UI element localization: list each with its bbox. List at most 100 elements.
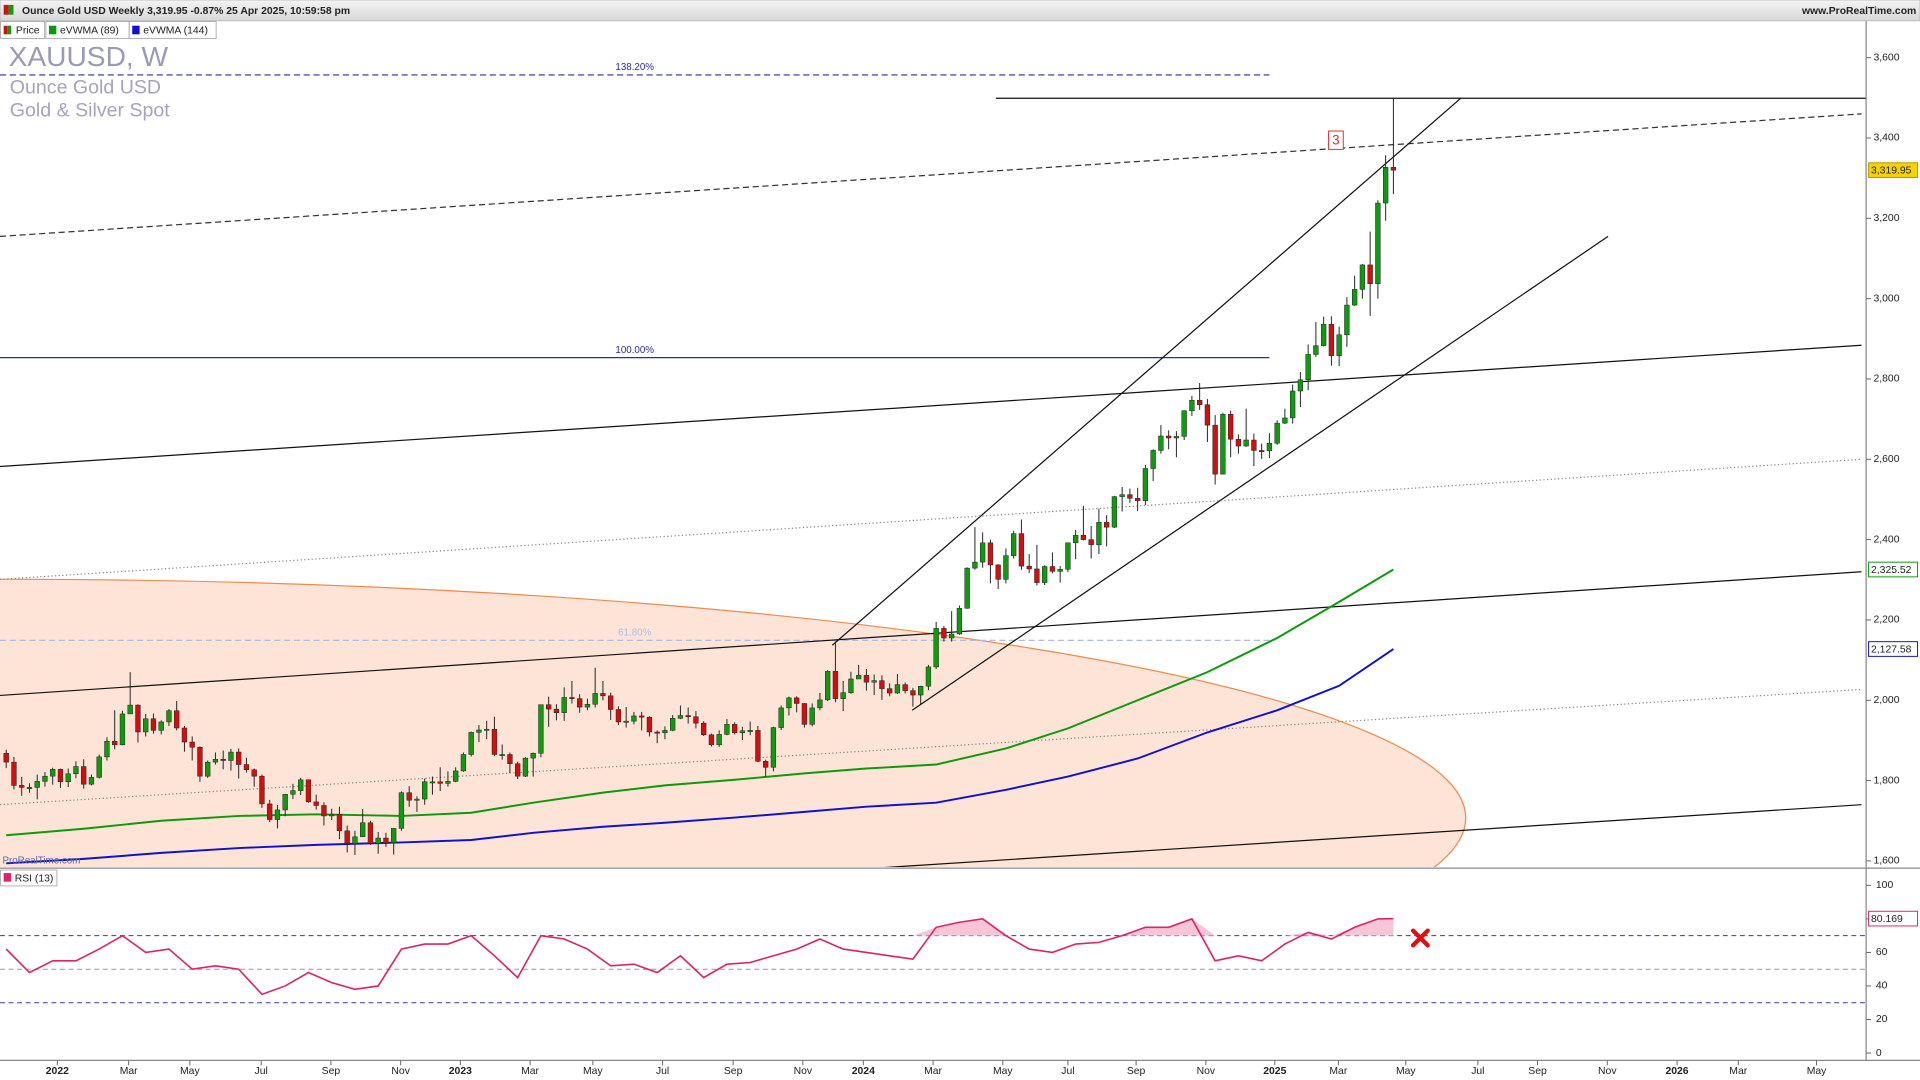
candle-body: [1320, 324, 1327, 346]
header-icon: [3, 4, 9, 15]
y-tick-label: 0: [1876, 1048, 1882, 1059]
candle-body: [26, 787, 33, 789]
candle-body: [243, 764, 250, 770]
candle-body: [1344, 304, 1350, 336]
candle-body: [65, 773, 71, 783]
candle-body: [429, 781, 436, 784]
x-tick-label: Nov: [1598, 1066, 1617, 1077]
x-tick-label: May: [583, 1066, 603, 1077]
y-tick-label: 3,000: [1873, 293, 1899, 304]
candle-body: [732, 724, 738, 734]
candle-body: [631, 715, 637, 722]
candle-body: [1104, 522, 1110, 528]
annotation-label: 3: [1332, 132, 1339, 147]
candle-body: [1235, 438, 1242, 447]
legend-swatch: [132, 25, 140, 35]
candle-body: [701, 722, 707, 736]
candle-body: [879, 680, 885, 689]
candle-body: [1274, 422, 1280, 444]
y-tick-label: 3,400: [1873, 133, 1899, 144]
series-line: [6, 648, 1394, 865]
candle-body: [81, 766, 87, 785]
candle-body: [809, 707, 815, 725]
candle-body: [1212, 424, 1218, 475]
x-tick-label: Jul: [1471, 1066, 1484, 1077]
candle-body: [50, 769, 56, 777]
candle-body: [1073, 534, 1079, 544]
legend-label: eVWMA (89): [60, 25, 119, 36]
header-icon: [8, 4, 14, 15]
x-tick-label: Mar: [924, 1066, 942, 1077]
candle-body: [1336, 334, 1342, 356]
x-tick-label: Jul: [656, 1066, 669, 1077]
candle-body: [608, 695, 614, 710]
candle-body: [1367, 264, 1373, 285]
candle-body: [507, 754, 513, 764]
candle-body: [801, 703, 808, 725]
x-tick-label: 2025: [1263, 1066, 1286, 1077]
candle-body: [57, 769, 64, 783]
series-line: [5, 917, 1394, 996]
candle-body: [592, 693, 598, 705]
x-tick-label: Sep: [1528, 1066, 1547, 1077]
last-value-box: [1868, 641, 1919, 657]
candle-body: [1328, 324, 1335, 356]
candle-body: [987, 542, 994, 566]
legend-box: [0, 21, 46, 39]
candle-body: [391, 828, 397, 844]
candle-body: [863, 675, 870, 683]
legend-swatch: [48, 25, 57, 35]
candle-body: [747, 730, 753, 732]
y-tick-label: 3,600: [1873, 52, 1899, 63]
candle-body: [398, 792, 405, 829]
legend-swatch: [3, 25, 8, 35]
trendline: [0, 688, 1862, 806]
y-tick-label: 60: [1876, 947, 1888, 958]
y-tick-label: 2,400: [1873, 534, 1899, 545]
candle-body: [150, 718, 157, 731]
y-tick-label: 1,600: [1873, 856, 1899, 867]
candle-body: [615, 709, 622, 723]
candle-body: [414, 798, 420, 801]
candle-body: [887, 688, 893, 694]
highlight-zone: [0, 578, 1466, 867]
candle-body: [143, 718, 149, 733]
candle-body: [832, 671, 839, 699]
candle-body: [623, 720, 629, 723]
candle-body: [1243, 439, 1249, 447]
candle-body: [1011, 533, 1017, 556]
candle-body: [1197, 400, 1203, 405]
candle-body: [972, 561, 978, 569]
candle-body: [96, 756, 102, 778]
candle-body: [848, 678, 854, 693]
candle-body: [1042, 566, 1048, 583]
candle-body: [662, 730, 668, 734]
legend-box: [128, 21, 217, 39]
candle-body: [925, 666, 932, 687]
candle-body: [561, 697, 567, 713]
candle-body: [569, 697, 575, 699]
header-site: www.ProRealTime.com: [1801, 6, 1916, 17]
candle-body: [1313, 345, 1319, 355]
signal-cross: [1410, 928, 1430, 948]
candle-body: [522, 757, 529, 777]
candle-body: [840, 692, 846, 699]
trendline: [831, 97, 1462, 646]
y-tick-label: 1,800: [1873, 775, 1899, 786]
candle-body: [1173, 436, 1180, 439]
rsi-pane: [0, 917, 1867, 1004]
candle-body: [1351, 289, 1358, 306]
candle-body: [205, 761, 211, 777]
candle-body: [1166, 435, 1172, 439]
candle-body: [1158, 435, 1164, 451]
trendline: [885, 804, 1862, 867]
candle-body: [538, 704, 544, 754]
candle-body: [770, 727, 777, 768]
x-tick-label: 2022: [46, 1066, 69, 1077]
candle-body: [344, 830, 350, 844]
last-value-label: 3,319.95: [1871, 165, 1912, 176]
candle-body: [1111, 496, 1118, 528]
candle-body: [1189, 400, 1195, 411]
candle-body: [1135, 497, 1141, 501]
